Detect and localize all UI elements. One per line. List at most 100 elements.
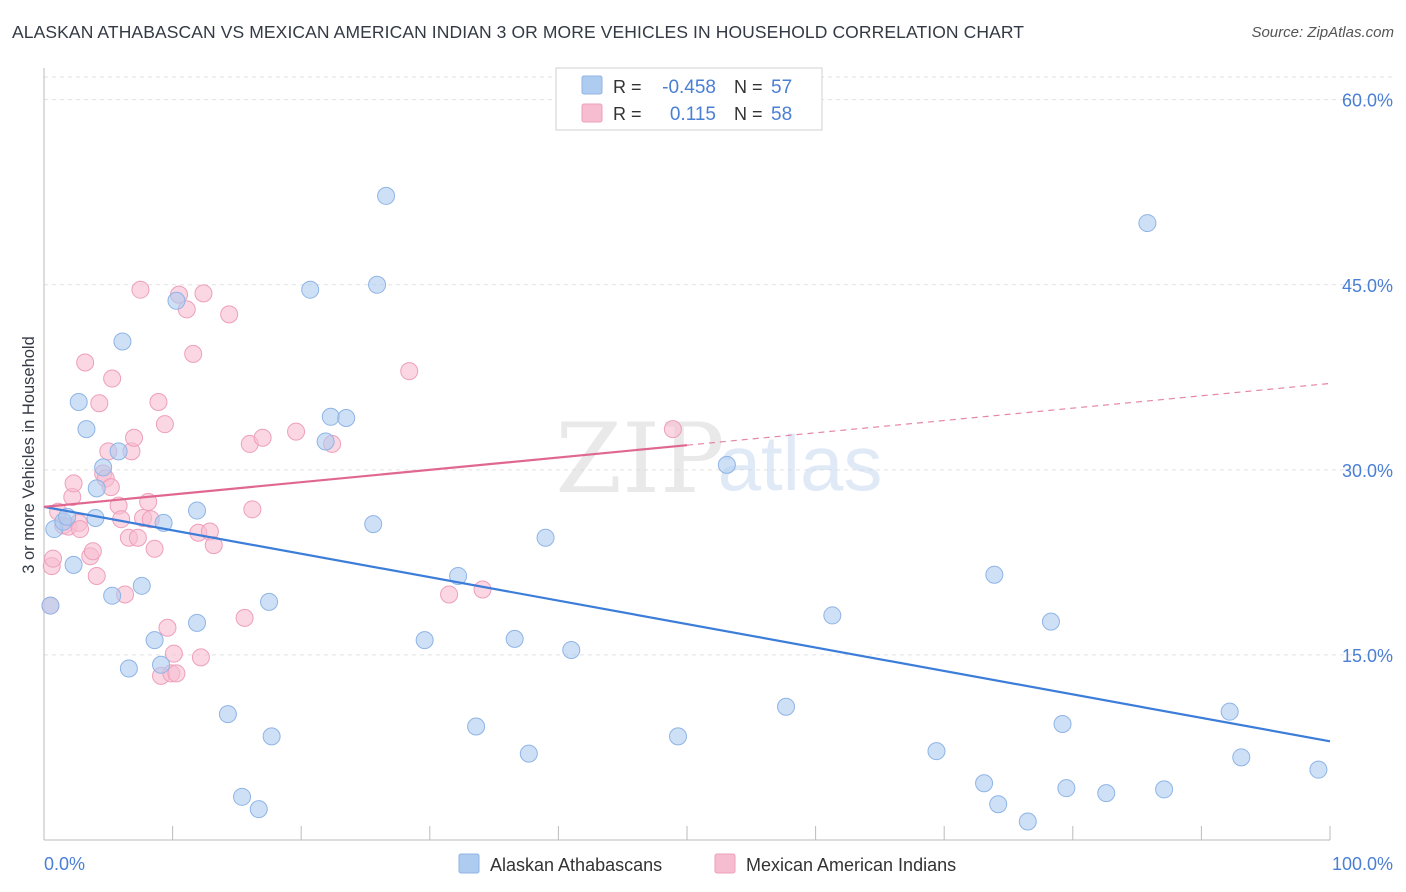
point-mexican-american-indians [235, 608, 254, 627]
point-mexican-american-indians [44, 549, 63, 568]
point-mexican-american-indians [71, 520, 90, 539]
legend-bottom-swatch-blue [458, 853, 480, 874]
legend-n-label-2: N = [734, 104, 763, 124]
y-tick-labels: 15.0% 30.0% 45.0% 60.0% [1342, 91, 1393, 666]
source-credit: Source: ZipAtlas.com [1251, 24, 1394, 41]
point-alaskan-athabascans [505, 629, 524, 648]
point-alaskan-athabascans [1220, 702, 1239, 721]
point-alaskan-athabascans [316, 432, 335, 451]
point-alaskan-athabascans [77, 420, 96, 439]
point-alaskan-athabascans [87, 479, 106, 498]
legend-bottom-label-blue: Alaskan Athabascans [490, 855, 662, 875]
point-mexican-american-indians [184, 344, 203, 363]
point-alaskan-athabascans [364, 515, 383, 534]
point-mexican-american-indians [191, 648, 210, 667]
point-alaskan-athabascans [249, 800, 268, 819]
x-tick-label: 0.0% [44, 854, 85, 874]
point-mexican-american-indians [400, 362, 419, 381]
point-mexican-american-indians [253, 428, 272, 447]
point-alaskan-athabascans [519, 744, 538, 763]
point-mexican-american-indians [90, 394, 109, 413]
point-mexican-american-indians [155, 415, 174, 434]
point-alaskan-athabascans [337, 409, 356, 428]
y-axis-label: 3 or more Vehicles in Household [20, 336, 38, 574]
point-alaskan-athabascans [668, 727, 687, 746]
point-alaskan-athabascans [218, 705, 237, 724]
point-alaskan-athabascans [927, 742, 946, 761]
watermark: ZIP atlas [555, 403, 882, 515]
point-alaskan-athabascans [536, 528, 555, 547]
point-alaskan-athabascans [152, 655, 171, 674]
point-alaskan-athabascans [301, 280, 320, 299]
point-alaskan-athabascans [1057, 779, 1076, 798]
y-tick-label: 30.0% [1342, 461, 1393, 481]
point-alaskan-athabascans [1097, 784, 1116, 803]
point-mexican-american-indians [287, 422, 306, 441]
legend-n-label-1: N = [734, 77, 763, 97]
point-mexican-american-indians [87, 566, 106, 585]
series-alaskan-athabascans [41, 186, 1328, 831]
series-legend: Alaskan Athabascans Mexican American Ind… [458, 853, 956, 875]
point-alaskan-athabascans [69, 392, 88, 411]
point-alaskan-athabascans [233, 787, 252, 806]
trend-lines [43, 382, 1331, 743]
legend-n-value-1: 57 [771, 77, 792, 98]
legend-r-label-1: R = [613, 77, 642, 97]
trend-line-dashed [686, 382, 1331, 446]
grid-lines [44, 76, 1394, 656]
point-mexican-american-indians [145, 539, 164, 558]
legend-r-value-1: -0.458 [662, 77, 716, 98]
point-alaskan-athabascans [113, 332, 132, 351]
point-mexican-american-indians [131, 280, 150, 299]
point-alaskan-athabascans [1138, 214, 1157, 233]
point-mexican-american-indians [125, 428, 144, 447]
point-alaskan-athabascans [321, 407, 340, 426]
point-alaskan-athabascans [717, 455, 736, 474]
point-alaskan-athabascans [975, 774, 994, 793]
point-mexican-american-indians [243, 500, 262, 519]
trend-line-solid [43, 444, 688, 508]
watermark-atlas: atlas [718, 419, 883, 507]
point-mexican-american-indians [103, 369, 122, 388]
point-mexican-american-indians [128, 528, 147, 547]
point-alaskan-athabascans [145, 631, 164, 650]
point-alaskan-athabascans [103, 586, 122, 605]
x-tick-labels: 0.0% 100.0% [44, 854, 1393, 874]
legend-bottom-swatch-pink [714, 853, 736, 874]
legend-swatch-pink [581, 103, 603, 123]
point-alaskan-athabascans [167, 291, 186, 310]
point-alaskan-athabascans [989, 795, 1008, 814]
watermark-zip: ZIP [555, 403, 724, 515]
y-tick-label: 15.0% [1342, 646, 1393, 666]
legend-swatch-blue [581, 75, 603, 95]
point-mexican-american-indians [149, 392, 168, 411]
point-alaskan-athabascans [262, 727, 281, 746]
correlation-legend: R = -0.458 N = 57 R = 0.115 N = 58 [555, 67, 823, 131]
point-alaskan-athabascans [94, 458, 113, 477]
trend-line-solid [43, 505, 1331, 743]
point-mexican-american-indians [64, 474, 83, 493]
point-mexican-american-indians [473, 580, 492, 599]
point-mexican-american-indians [440, 585, 459, 604]
point-alaskan-athabascans [188, 501, 207, 520]
point-alaskan-athabascans [823, 606, 842, 625]
point-mexican-american-indians [158, 618, 177, 637]
point-alaskan-athabascans [260, 592, 279, 611]
point-mexican-american-indians [194, 284, 213, 303]
point-alaskan-athabascans [41, 596, 60, 615]
point-mexican-american-indians [167, 664, 186, 683]
point-alaskan-athabascans [985, 565, 1004, 584]
legend-bottom-label-pink: Mexican American Indians [746, 855, 956, 875]
y-tick-label: 60.0% [1342, 91, 1393, 111]
point-mexican-american-indians [164, 644, 183, 663]
axes [43, 68, 1331, 841]
point-alaskan-athabascans [368, 275, 387, 294]
point-alaskan-athabascans [1018, 812, 1037, 831]
legend-r-value-2: 0.115 [670, 104, 716, 125]
point-alaskan-athabascans [415, 631, 434, 650]
point-mexican-american-indians [220, 305, 239, 324]
point-mexican-american-indians [663, 420, 682, 439]
point-alaskan-athabascans [1041, 612, 1060, 631]
point-alaskan-athabascans [188, 613, 207, 632]
